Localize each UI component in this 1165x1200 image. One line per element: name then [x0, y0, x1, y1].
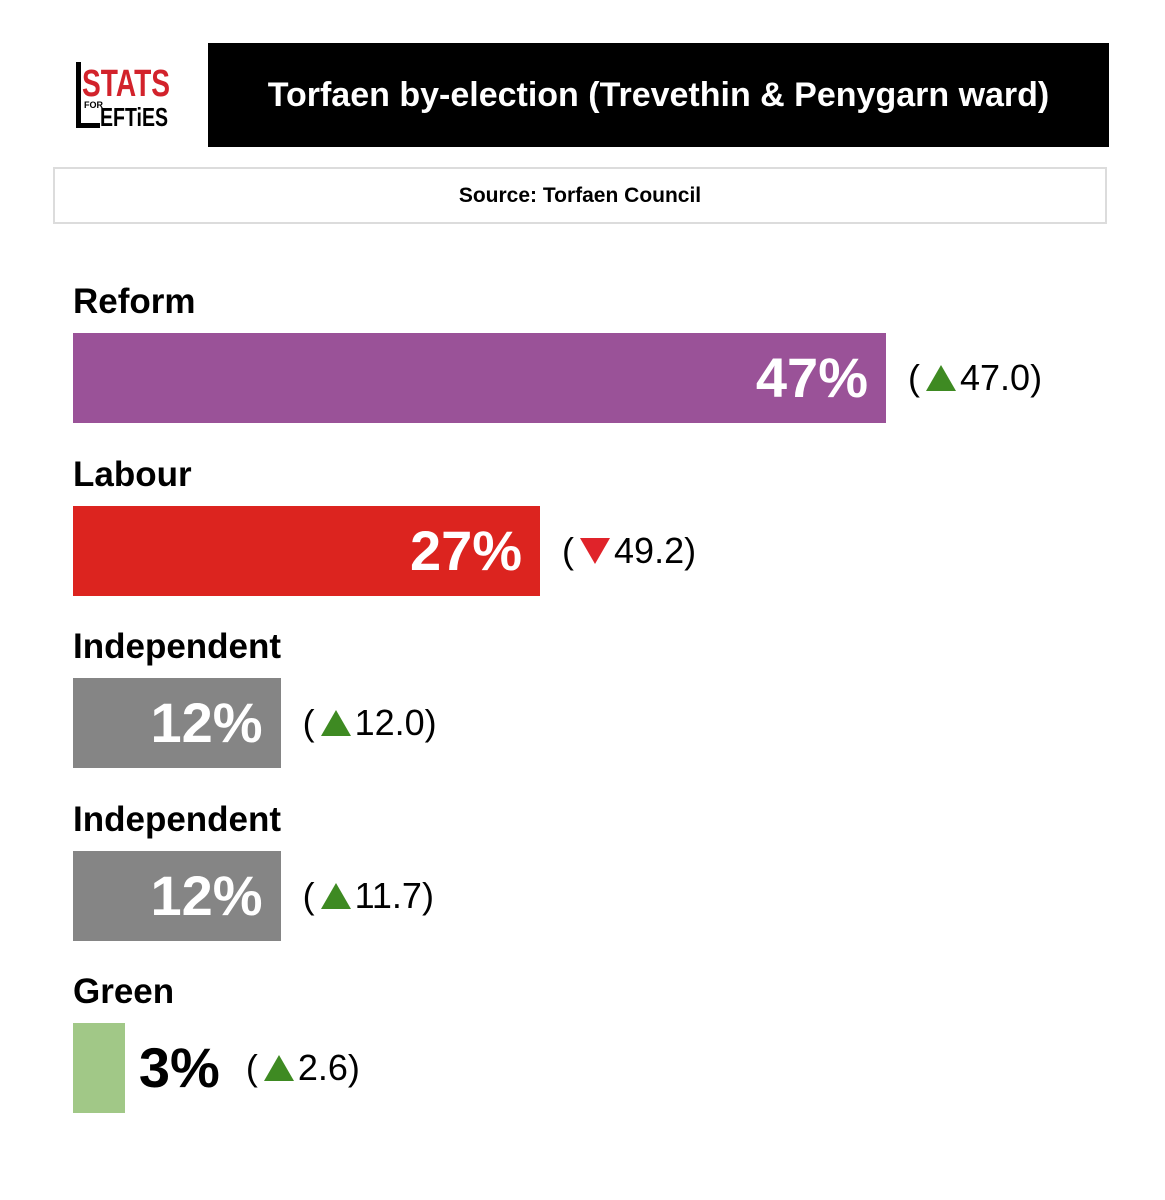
up-arrow-icon [320, 710, 351, 736]
source-note: Source: Torfaen Council [53, 167, 1107, 224]
svg-text:FOR: FOR [84, 100, 103, 110]
value-label: 12% [150, 691, 263, 754]
bar [73, 333, 886, 423]
stats-for-lefties-logo: STATS FOR EFTiES [76, 62, 172, 128]
change-label: (12.0) [302, 702, 437, 743]
svg-text:STATS: STATS [82, 63, 170, 105]
value-label: 3% [138, 1036, 220, 1099]
value-label: 27% [409, 518, 523, 582]
up-arrow-icon [263, 1055, 294, 1081]
party-label: Green [73, 972, 175, 1011]
change-label: (47.0) [908, 357, 1043, 398]
party-label: Independent [73, 799, 282, 839]
bar [73, 505, 541, 596]
down-arrow-icon [580, 537, 611, 564]
value-label: 47% [755, 346, 868, 409]
up-arrow-icon [926, 365, 956, 391]
change-label: (11.7) [302, 874, 434, 916]
chart-title: Torfaen by-election (Trevethin & Penygar… [208, 43, 1109, 147]
party-label: Reform [73, 282, 196, 321]
party-label: Labour [73, 454, 192, 494]
bar [73, 850, 281, 941]
change-label: (49.2) [562, 529, 697, 571]
value-label: 12% [150, 863, 263, 927]
up-arrow-icon [320, 882, 351, 909]
change-label: (2.6) [245, 1047, 360, 1088]
bar [73, 1023, 125, 1113]
bar [73, 678, 281, 768]
svg-text:EFTiES: EFTiES [100, 102, 168, 128]
party-label: Independent [73, 627, 282, 666]
